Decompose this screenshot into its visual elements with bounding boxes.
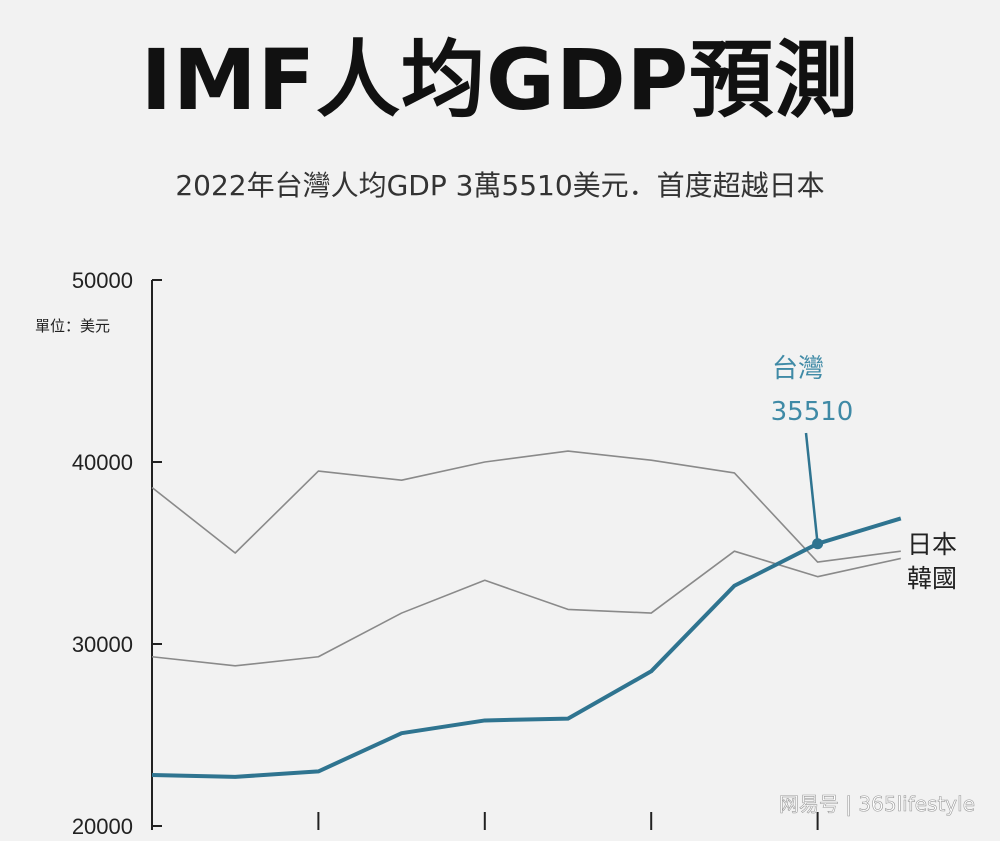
taiwan-annotation-value: 35510 [771, 397, 854, 427]
page-subtitle: 2022年台灣人均GDP 3萬5510美元．首度超越日本 [175, 169, 825, 202]
y-tick-label: 30000 [72, 632, 133, 657]
annotation-leader-line [804, 432, 819, 544]
unit-label: 單位：美元 [35, 317, 110, 335]
japan-series-label: 日本 [907, 530, 957, 559]
taiwan-2022-point [812, 538, 824, 550]
watermark-text: 网易号 | 365lifestyle [779, 792, 975, 816]
taiwan-annotation-label: 台灣 [772, 354, 824, 384]
y-tick-label: 40000 [72, 450, 133, 475]
korea-line [151, 550, 901, 667]
y-tick-label: 20000 [72, 814, 133, 839]
taiwan-line [151, 516, 902, 779]
korea-series-label: 韓國 [907, 564, 957, 593]
y-tick-label: 50000 [72, 268, 133, 293]
page-title: IMF人均GDP預測 [140, 31, 860, 129]
japan-line [151, 450, 901, 563]
